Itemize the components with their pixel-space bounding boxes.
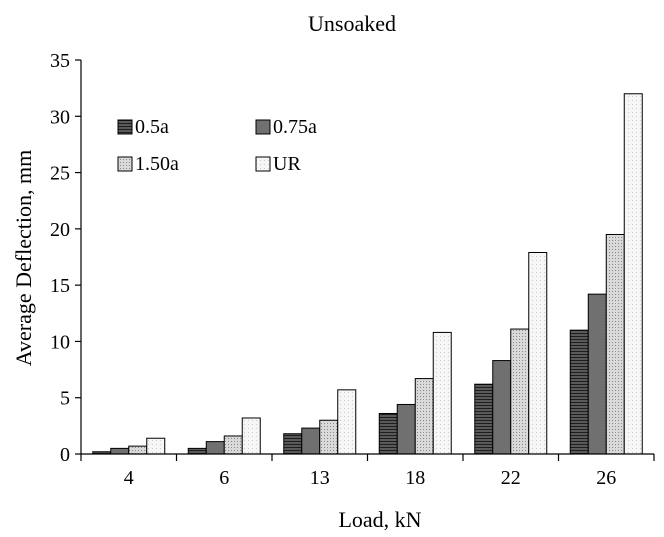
legend-label-UR: UR bbox=[273, 153, 301, 175]
bar-0.5a-22 bbox=[474, 383, 494, 455]
legend-swatch-UR bbox=[255, 156, 271, 172]
y-tick-label: 15 bbox=[50, 275, 70, 297]
bar-UR-18 bbox=[432, 331, 452, 455]
bar-1.50a-4 bbox=[128, 445, 148, 455]
bars-layer bbox=[92, 93, 643, 455]
bar-UR-6 bbox=[241, 417, 261, 455]
y-tick-label: 20 bbox=[50, 219, 70, 241]
y-tick-label: 5 bbox=[60, 388, 70, 410]
x-tick-label: 26 bbox=[596, 467, 616, 489]
legend: 0.5a 0.75a 1.50a UR bbox=[117, 116, 317, 175]
x-tick-label: 13 bbox=[310, 467, 330, 489]
bar-UR-26 bbox=[623, 93, 643, 455]
bar-UR-22 bbox=[528, 251, 548, 455]
legend-swatch-0.75a bbox=[255, 119, 271, 135]
legend-swatch-1.50a bbox=[117, 156, 133, 172]
chart-title: Unsoaked bbox=[308, 11, 396, 36]
bar-1.50a-18 bbox=[414, 378, 434, 455]
x-axis-label: Load, kN bbox=[338, 507, 421, 532]
bar-0.5a-26 bbox=[569, 329, 589, 455]
bar-0.75a-6 bbox=[205, 441, 225, 455]
bar-0.75a-26 bbox=[587, 293, 607, 455]
axes-layer: 0 5 10 15 20 25 30 35 4 6 13 18 22 26 bbox=[50, 50, 655, 489]
x-tick-label: 22 bbox=[501, 467, 521, 489]
y-tick-label: 35 bbox=[50, 50, 70, 72]
x-tick-label: 4 bbox=[124, 467, 134, 489]
bar-1.50a-22 bbox=[510, 328, 530, 455]
bar-0.5a-13 bbox=[283, 433, 303, 455]
legend-label-1.50a: 1.50a bbox=[135, 153, 179, 175]
y-tick-label: 10 bbox=[50, 331, 70, 353]
bar-1.50a-13 bbox=[319, 419, 339, 455]
legend-label-0.5a: 0.5a bbox=[135, 116, 169, 138]
y-axis-label: Average Deflection, mm bbox=[11, 150, 36, 366]
bar-0.5a-18 bbox=[378, 412, 398, 455]
bar-UR-13 bbox=[337, 389, 357, 455]
bar-UR-4 bbox=[146, 437, 166, 455]
bar-1.50a-26 bbox=[605, 233, 625, 455]
legend-swatch-0.5a bbox=[117, 119, 133, 135]
bar-0.75a-22 bbox=[492, 360, 512, 455]
bar-0.75a-18 bbox=[396, 403, 416, 455]
bar-0.5a-6 bbox=[187, 447, 207, 455]
y-tick-label: 0 bbox=[60, 444, 70, 466]
bar-1.50a-6 bbox=[223, 435, 243, 455]
y-tick-label: 30 bbox=[50, 106, 70, 128]
x-tick-label: 6 bbox=[219, 467, 229, 489]
bar-0.75a-4 bbox=[110, 447, 130, 455]
x-tick-label: 18 bbox=[405, 467, 425, 489]
legend-label-0.75a: 0.75a bbox=[273, 116, 317, 138]
bar-0.75a-13 bbox=[301, 427, 321, 455]
y-tick-label: 25 bbox=[50, 163, 70, 185]
